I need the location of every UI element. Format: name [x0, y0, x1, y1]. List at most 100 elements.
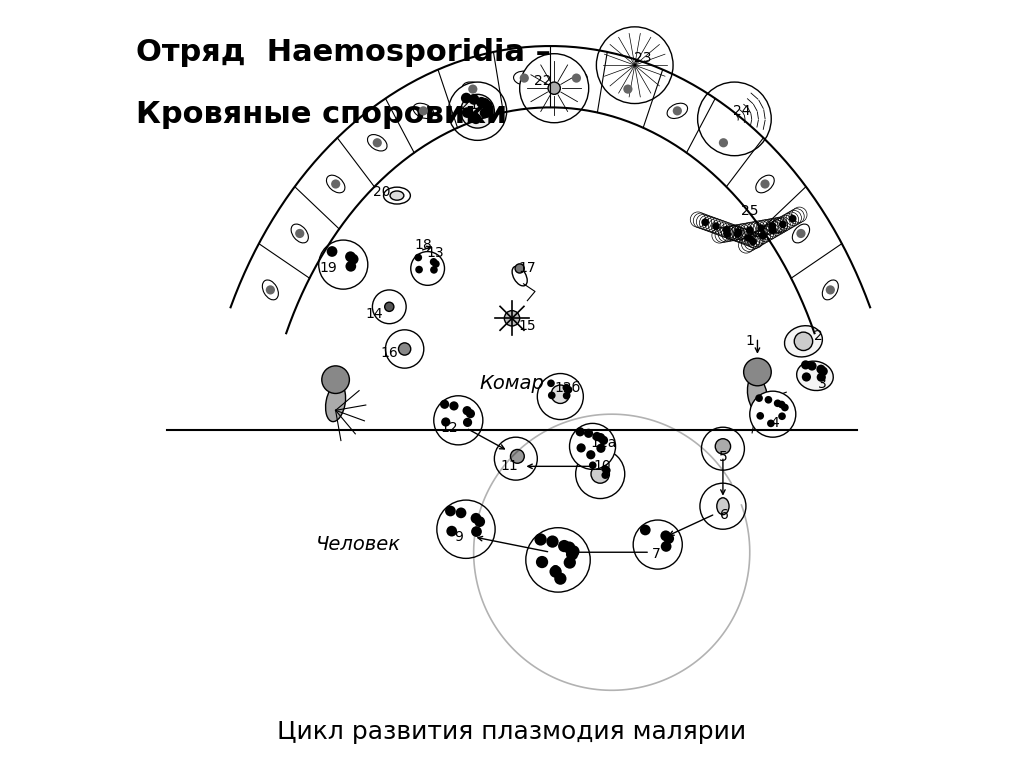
Text: 15: 15 [518, 319, 537, 333]
Ellipse shape [390, 191, 403, 200]
Circle shape [463, 406, 472, 415]
Circle shape [769, 222, 776, 230]
Ellipse shape [462, 82, 483, 97]
Circle shape [744, 234, 753, 242]
Circle shape [664, 533, 674, 544]
Circle shape [461, 94, 495, 128]
Text: Цикл развития плазмодия малярии: Цикл развития плазмодия малярии [278, 720, 746, 744]
Circle shape [525, 528, 590, 592]
Circle shape [519, 74, 528, 83]
Circle shape [446, 525, 457, 536]
Circle shape [385, 330, 424, 368]
Circle shape [479, 98, 490, 109]
Text: Человек: Человек [316, 535, 401, 554]
Circle shape [640, 525, 650, 535]
Circle shape [419, 107, 428, 116]
Ellipse shape [797, 361, 834, 390]
Circle shape [511, 449, 524, 463]
Circle shape [818, 367, 827, 376]
Circle shape [476, 97, 486, 107]
Circle shape [562, 384, 570, 391]
Text: Кровяные споровики: Кровяные споровики [136, 100, 508, 129]
Circle shape [566, 548, 579, 561]
Circle shape [318, 240, 368, 289]
Circle shape [603, 466, 610, 474]
Text: 4: 4 [770, 416, 778, 430]
Circle shape [515, 264, 524, 273]
Circle shape [468, 84, 477, 94]
Circle shape [795, 332, 813, 351]
Circle shape [385, 302, 394, 311]
Circle shape [471, 526, 482, 537]
Circle shape [765, 396, 772, 403]
Circle shape [563, 556, 575, 568]
Circle shape [469, 94, 479, 105]
Circle shape [536, 556, 548, 568]
Circle shape [734, 229, 742, 236]
Text: 21: 21 [461, 98, 478, 112]
Text: 23: 23 [634, 51, 651, 64]
Circle shape [575, 427, 585, 436]
Circle shape [816, 364, 825, 374]
Circle shape [430, 258, 437, 265]
Circle shape [571, 74, 581, 83]
Circle shape [495, 437, 538, 480]
Circle shape [462, 107, 473, 118]
Circle shape [471, 114, 481, 124]
Circle shape [701, 219, 709, 226]
Text: 22: 22 [534, 74, 552, 87]
Circle shape [331, 179, 340, 189]
Circle shape [373, 138, 382, 147]
Circle shape [778, 413, 785, 420]
Circle shape [697, 82, 771, 156]
Circle shape [601, 471, 609, 479]
Circle shape [673, 107, 682, 116]
Ellipse shape [326, 384, 346, 422]
Text: 18: 18 [415, 239, 433, 252]
Circle shape [548, 391, 556, 399]
Circle shape [712, 222, 720, 230]
Text: Отряд  Haemosporidia –: Отряд Haemosporidia – [136, 38, 551, 67]
Text: 8: 8 [551, 565, 560, 578]
Circle shape [633, 520, 682, 569]
Circle shape [715, 439, 730, 454]
Circle shape [596, 443, 605, 453]
Circle shape [345, 252, 355, 262]
Circle shape [415, 254, 422, 262]
Circle shape [348, 254, 358, 265]
Circle shape [466, 409, 475, 418]
Text: Комар: Комар [479, 374, 545, 393]
Circle shape [548, 82, 560, 94]
Ellipse shape [784, 326, 822, 357]
Text: 1: 1 [745, 334, 755, 348]
Text: 19: 19 [319, 262, 337, 275]
Circle shape [788, 215, 797, 222]
Text: 14: 14 [366, 308, 383, 321]
Circle shape [774, 400, 781, 407]
Circle shape [601, 465, 609, 472]
Text: 25: 25 [741, 204, 759, 218]
Ellipse shape [822, 280, 839, 300]
Ellipse shape [617, 82, 638, 97]
Circle shape [411, 252, 444, 285]
Circle shape [719, 138, 728, 147]
Circle shape [577, 443, 586, 453]
Circle shape [505, 311, 519, 326]
Text: 11a: 11a [591, 436, 617, 450]
Circle shape [373, 290, 407, 324]
Circle shape [551, 385, 569, 403]
Text: 11: 11 [501, 459, 518, 473]
Text: 12: 12 [440, 421, 458, 435]
Circle shape [479, 107, 490, 118]
Circle shape [471, 513, 481, 524]
Circle shape [599, 436, 608, 445]
Circle shape [734, 230, 741, 238]
Ellipse shape [512, 266, 527, 286]
Circle shape [596, 27, 673, 104]
Circle shape [769, 226, 776, 234]
Circle shape [743, 358, 771, 386]
Circle shape [592, 432, 601, 441]
Circle shape [778, 400, 785, 408]
Circle shape [589, 462, 597, 469]
Circle shape [759, 232, 767, 239]
